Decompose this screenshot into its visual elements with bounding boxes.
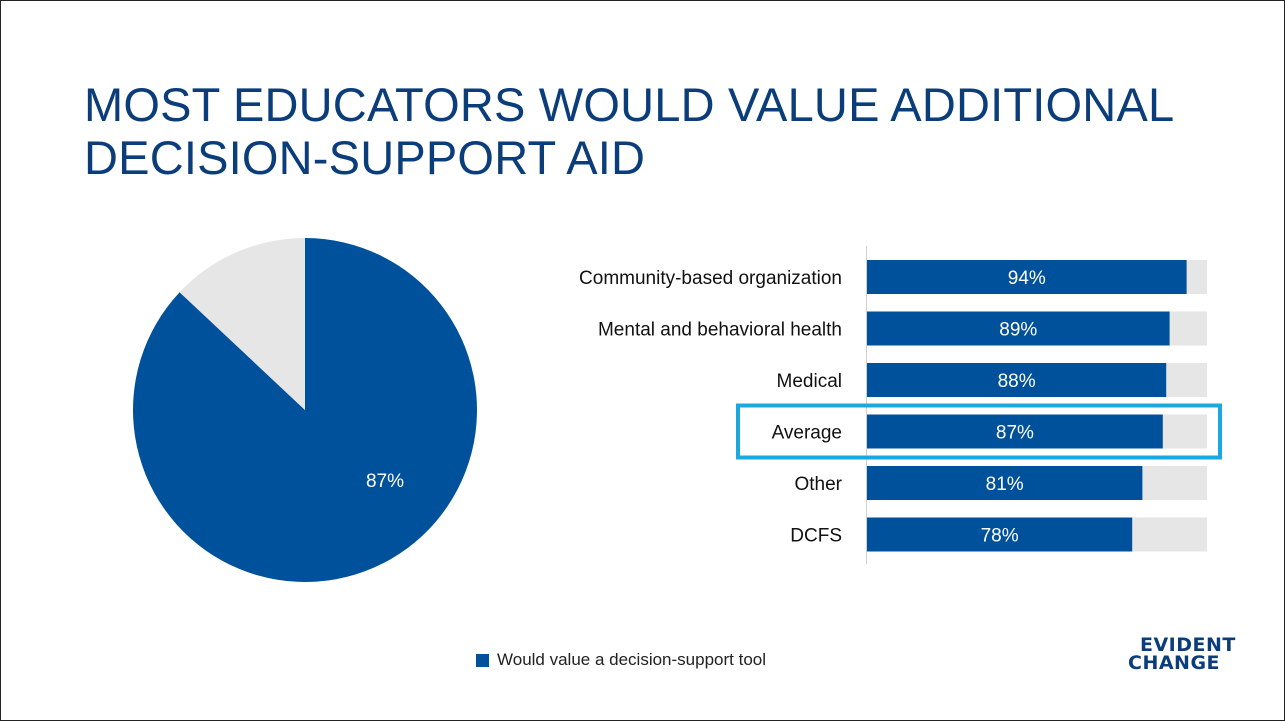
bar-category-label: Other — [794, 474, 842, 495]
legend-label: Would value a decision-support tool — [497, 650, 767, 669]
bar-value-label: 87% — [996, 423, 1034, 444]
bar — [867, 311, 1170, 346]
legend: Would value a decision-support tool — [476, 650, 766, 670]
bar — [867, 466, 1143, 500]
bar-value-label: 81% — [986, 474, 1024, 495]
highlight-box — [736, 403, 1222, 460]
bar-category-label: DCFS — [790, 526, 842, 547]
evident-change-logo: EVIDENT CHANGE — [1128, 634, 1236, 674]
bar-value-label: 78% — [981, 526, 1019, 547]
logo-line-2: CHANGE — [1128, 652, 1221, 674]
bar — [867, 260, 1187, 294]
pie-chart: 87% — [132, 238, 477, 582]
bar-value-label: 94% — [1008, 268, 1046, 289]
bar-chart: 94% Community-based organization 89% Mental… — [579, 246, 1222, 564]
bar — [867, 363, 1167, 397]
pie-slice-label: 87% — [366, 471, 404, 492]
bar-category-label: Average — [772, 423, 842, 444]
logo-line-1: EVIDENT — [1140, 634, 1236, 656]
bar — [867, 517, 1133, 552]
bar-value-label: 88% — [998, 371, 1036, 392]
pie-slice — [132, 238, 477, 582]
bar — [867, 414, 1163, 449]
bar-value-label: 89% — [999, 320, 1037, 341]
bar-category-label: Medical — [777, 371, 842, 392]
legend-swatch — [476, 653, 489, 667]
bar-category-label: Mental and behavioral health — [598, 320, 842, 341]
page-title: MOST EDUCATORS WOULD VALUE ADDITIONAL DE… — [84, 78, 1173, 184]
bar-category-label: Community-based organization — [579, 268, 842, 289]
pie-slice — [179, 238, 305, 410]
